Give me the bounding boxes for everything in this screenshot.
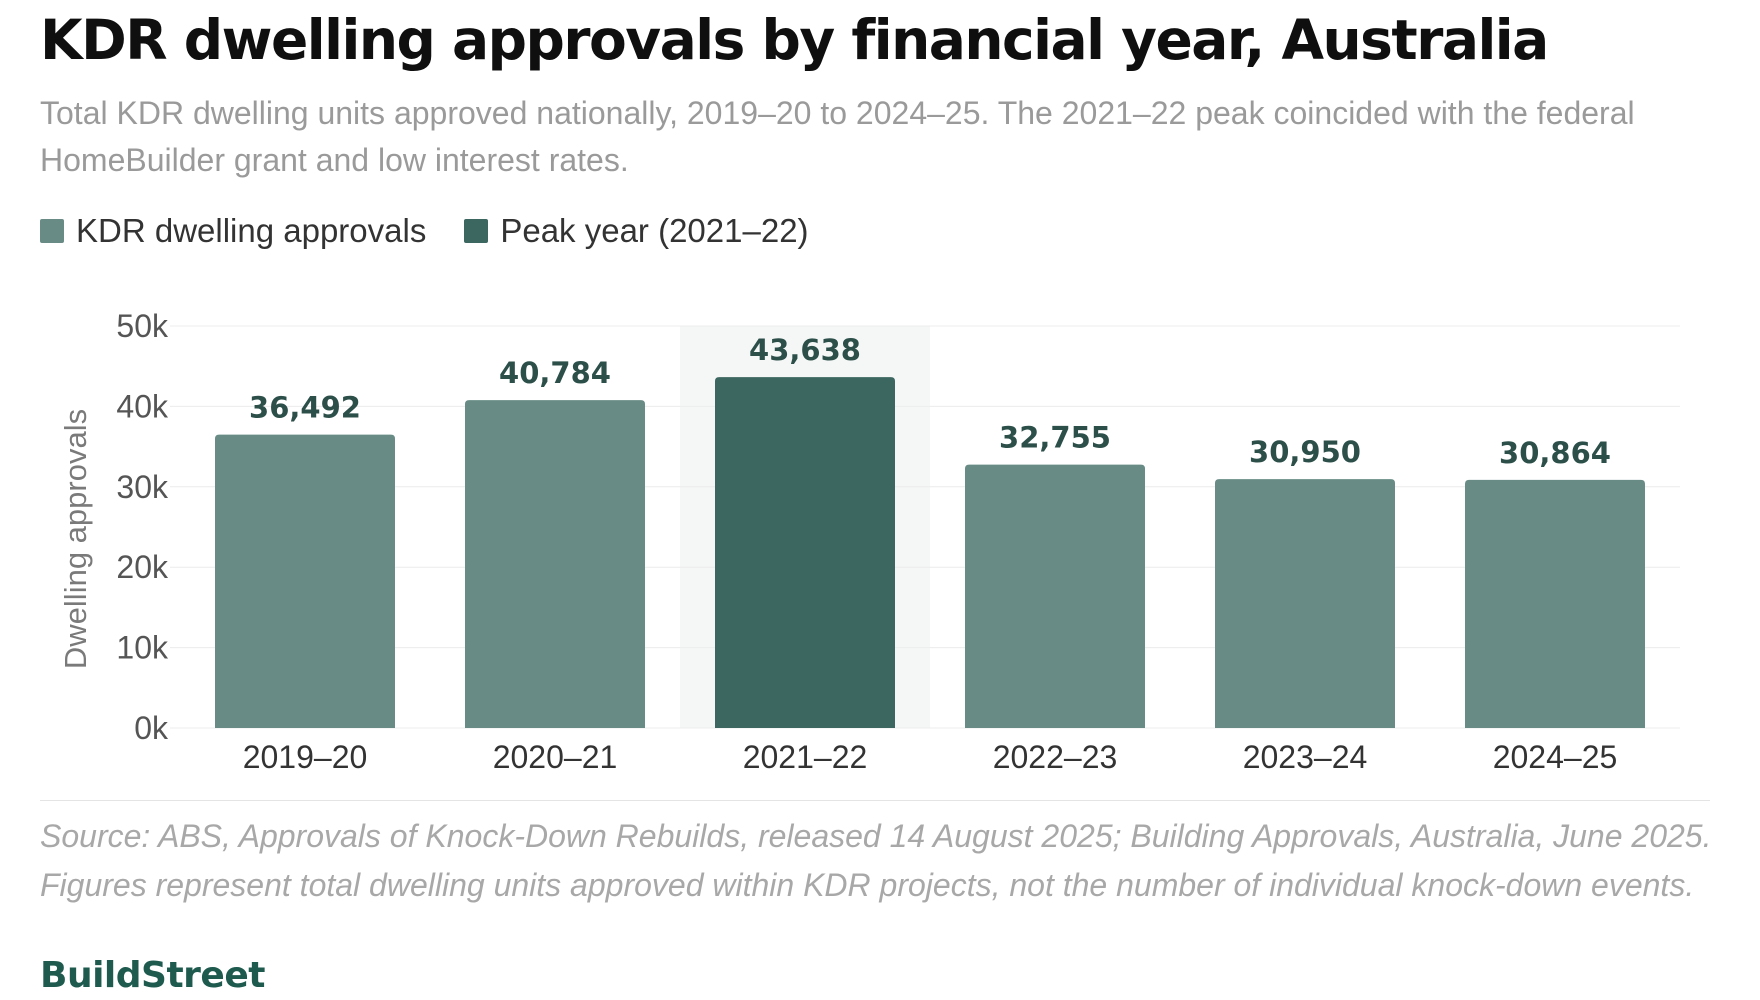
chart-legend: KDR dwelling approvals Peak year (2021–2…: [40, 208, 847, 254]
legend-label-peak: Peak year (2021–22): [500, 212, 809, 249]
legend-label-approvals: KDR dwelling approvals: [76, 212, 427, 249]
value-label: 32,755: [999, 421, 1111, 455]
bar-2019–20: [215, 434, 395, 728]
x-tick-label: 2023–24: [1243, 739, 1368, 775]
y-tick-label: 0k: [134, 710, 169, 746]
bar-chart: 0k 10k 20k 30k 40k 50k Dwelling approvals 36,49…: [58, 308, 1680, 775]
x-tick-label: 2021–22: [743, 739, 868, 775]
y-tick-label: 20k: [116, 549, 169, 585]
bar-2024–25: [1465, 479, 1645, 728]
legend-item-approvals: KDR dwelling approvals: [40, 212, 426, 250]
y-tick-label: 30k: [116, 469, 169, 505]
legend-swatch-approvals: [40, 219, 64, 243]
value-label: 36,492: [249, 391, 361, 425]
x-tick-label: 2022–23: [993, 739, 1118, 775]
legend-item-peak: Peak year (2021–22): [464, 212, 809, 250]
chart-subtitle: Total KDR dwelling units approved nation…: [40, 95, 1635, 178]
value-label: 30,950: [1249, 435, 1361, 469]
footer-divider: [40, 800, 1710, 801]
value-label: 30,864: [1499, 436, 1611, 470]
bar-2023–24: [1215, 479, 1395, 728]
y-tick-label: 10k: [116, 630, 169, 666]
chart-title: KDR dwelling approvals by financial year…: [40, 8, 1549, 72]
x-tick-label: 2020–21: [493, 739, 618, 775]
bar-2020–21: [465, 400, 645, 728]
x-tick-label: 2019–20: [243, 739, 368, 775]
y-tick-label: 50k: [116, 308, 169, 344]
brand-logo: BuildStreet: [40, 955, 265, 996]
bar-2022–23: [965, 464, 1145, 728]
value-label: 40,784: [499, 356, 611, 390]
source-note: Source: ABS, Approvals of Knock-Down Reb…: [40, 818, 1712, 903]
bar-2021–22: [715, 377, 895, 728]
y-tick-label: 40k: [116, 388, 169, 424]
value-label: 43,638: [749, 333, 861, 367]
y-axis-title: Dwelling approvals: [58, 409, 93, 669]
legend-swatch-peak: [464, 219, 489, 243]
x-tick-label: 2024–25: [1493, 739, 1618, 775]
